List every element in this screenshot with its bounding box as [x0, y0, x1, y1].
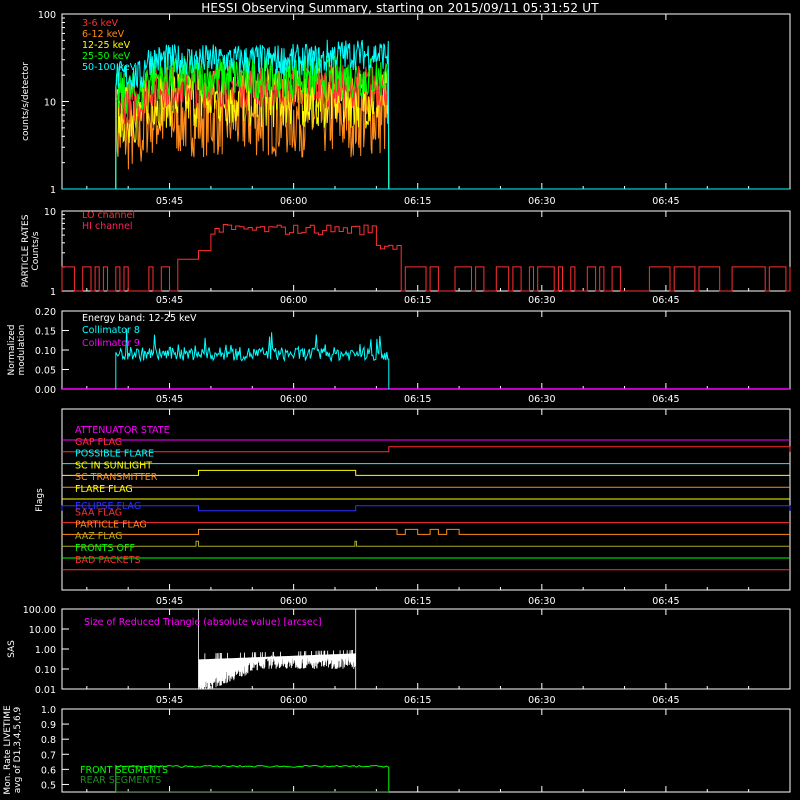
sas-xtick-label: 06:30 — [528, 695, 555, 706]
series-line-front-segments — [115, 764, 390, 792]
legend-collimator-8: Collimator 8 — [82, 325, 140, 336]
flag-label-attenuator-state: ATTENUATOR STATE — [75, 425, 170, 436]
sas-xtick-label: 06:15 — [404, 695, 431, 706]
series-line-collimator-8 — [115, 328, 390, 389]
modulation-ytick-label: 0.05 — [35, 366, 56, 377]
sas-ytick-label: 10.00 — [29, 625, 56, 636]
rates-xtick-label: 05:45 — [156, 196, 183, 207]
livetime-ytick-label: 0.9 — [41, 720, 56, 731]
legend-hi-channel: HI channel — [82, 221, 133, 232]
livetime-ytick-label: 0.6 — [41, 765, 56, 776]
flag-label-sc-transmitter: SC TRANSMITTER — [75, 472, 158, 483]
livetime-ytick-label: 1.0 — [41, 705, 56, 716]
energy-band-label: Energy band: 12-25 keV — [82, 313, 197, 324]
particle-xtick-label: 06:00 — [280, 295, 307, 306]
rates-xtick-label: 06:30 — [528, 196, 555, 207]
legend-25-50-kev: 25-50 keV — [82, 51, 131, 62]
flags-xtick-label: 06:45 — [652, 596, 679, 607]
flag-label-possible-flare: POSSIBLE FLARE — [75, 449, 154, 460]
flag-line-aaz-flag — [62, 540, 790, 547]
modulation-xtick-label: 05:45 — [156, 394, 183, 405]
modulation-xtick-label: 06:15 — [404, 394, 431, 405]
flags-xtick-label: 06:00 — [280, 596, 307, 607]
modulation-xtick-label: 06:30 — [528, 394, 555, 405]
legend-3-6-kev: 3-6 keV — [82, 18, 119, 29]
particle-ytick-label: 10 — [44, 207, 56, 218]
flag-label-sc-in-sunlight: SC IN SUNLIGHT — [75, 460, 152, 471]
legend-50-100-kev: 50-100 keV — [82, 62, 137, 73]
flag-label-gap-flag: GAP FLAG — [75, 437, 122, 448]
legend-12-25-kev: 12-25 keV — [82, 40, 131, 51]
modulation-ytick-label: 0.20 — [35, 307, 56, 318]
particle-xtick-label: 06:15 — [404, 295, 431, 306]
modulation-ytick-label: 0.10 — [35, 346, 56, 357]
page-title: HESSI Observing Summary, starting on 201… — [201, 1, 599, 15]
modulation-ytick-label: 0.15 — [35, 327, 56, 338]
livetime-ytick-label: 0.8 — [41, 735, 56, 746]
modulation-ytick-label: 0.00 — [35, 385, 56, 396]
series-line-sas — [198, 609, 357, 690]
series-line-lo-channel — [61, 224, 791, 292]
rates-xtick-label: 06:45 — [652, 196, 679, 207]
livetime-ytick-label: 0.5 — [41, 780, 56, 791]
particle-xtick-label: 06:30 — [528, 295, 555, 306]
modulation-ylabel: modulation — [17, 325, 27, 376]
particle-ylabel: Counts/s — [31, 231, 41, 270]
flag-label-particle-flag: PARTICLE FLAG — [75, 519, 147, 530]
sas-ylabel: SAS — [7, 640, 17, 658]
legend-lo-channel: LO channel — [82, 210, 135, 221]
flag-line-gap-flag — [62, 446, 791, 453]
livetime-ytick-label: 0.7 — [41, 750, 56, 761]
flag-line-particle-flag — [62, 528, 790, 535]
sas-ytick-label: 100.00 — [23, 605, 56, 616]
particle-xtick-label: 06:45 — [652, 295, 679, 306]
flag-label-fronts-off: FRONTS OFF — [75, 543, 135, 554]
legend-collimator-9: Collimator 9 — [82, 338, 140, 349]
flag-line-sc-in-sunlight — [62, 469, 790, 476]
sas-annotation: Size of Reduced Triangle (absolute value… — [84, 617, 322, 628]
flag-label-bad-packets: BAD PACKETS — [75, 555, 141, 566]
particle-ylabel: PARTICLE RATES — [21, 214, 31, 287]
sas-xtick-label: 05:45 — [156, 695, 183, 706]
rates-ylabel: counts/s/detector — [21, 62, 31, 141]
particle-xtick-label: 05:45 — [156, 295, 183, 306]
legend-rear-segments: REAR SEGMENTS — [80, 775, 161, 786]
sas-ytick-label: 1.00 — [35, 645, 56, 656]
flag-label-eclipse-flag: ECLIPSE FLAG — [75, 501, 141, 512]
flag-label-saa-flag: SAA FLAG — [75, 508, 122, 519]
sas-xtick-label: 06:00 — [280, 695, 307, 706]
legend-6-12-kev: 6-12 keV — [82, 29, 125, 40]
flags-xtick-label: 05:45 — [156, 596, 183, 607]
livetime-ylabel: Mon. Rate LIVETIME — [3, 705, 13, 795]
legend-front-segments: FRONT SEGMENTS — [80, 765, 168, 776]
rates-xtick-label: 06:15 — [404, 196, 431, 207]
sas-xtick-label: 06:45 — [652, 695, 679, 706]
modulation-xtick-label: 06:45 — [652, 394, 679, 405]
livetime-ylabel: avg of D1,3,4,5,6,9 — [13, 706, 23, 793]
flags-xtick-label: 06:15 — [404, 596, 431, 607]
flags-xtick-label: 06:30 — [528, 596, 555, 607]
rates-ytick-label: 1 — [50, 185, 56, 196]
sas-ytick-label: 0.01 — [35, 685, 56, 696]
modulation-xtick-label: 06:00 — [280, 394, 307, 405]
rates-ytick-label: 10 — [44, 98, 56, 109]
livetime-panel-frame — [61, 708, 791, 793]
flags-ylabel: Flags — [35, 488, 45, 512]
flag-line-eclipse-flag — [61, 505, 791, 512]
rates-ytick-label: 100 — [38, 10, 56, 21]
flag-label-aaz-flag: AAZ FLAG — [75, 531, 122, 542]
flag-label-flare-flag: FLARE FLAG — [75, 484, 133, 495]
particle-ytick-label: 1 — [50, 287, 56, 298]
sas-ytick-label: 0.10 — [35, 665, 56, 676]
modulation-ylabel: Normalized — [7, 324, 17, 375]
rates-xtick-label: 06:00 — [280, 196, 307, 207]
series-line-50-100-kev — [115, 39, 390, 190]
